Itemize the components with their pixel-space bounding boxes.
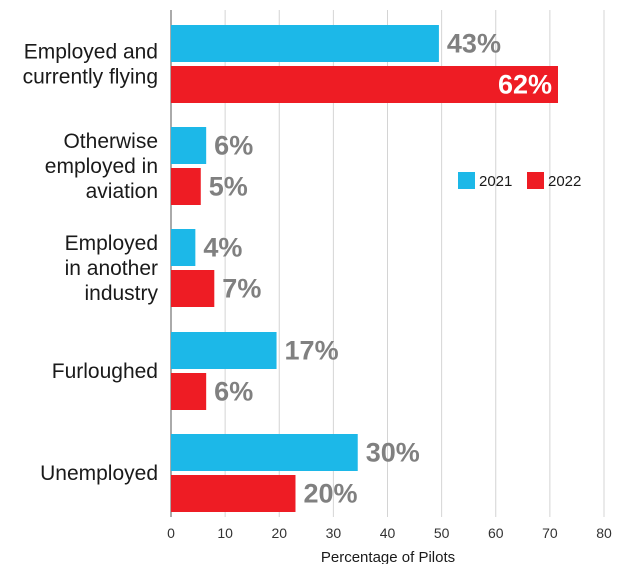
category-label-line: employed in [45,155,158,178]
category-label-line: Employed and [24,41,158,64]
category-label: Furloughed [52,360,158,383]
data-label: 17% [285,336,339,366]
legend-swatch-2022 [527,172,544,189]
bar-2021 [171,127,207,164]
category-label: Employed in another industry [65,232,159,305]
x-tick-label: 10 [217,525,233,541]
category-label: Unemployed [40,462,158,485]
x-tick-labels: 0 10 20 30 40 50 60 70 80 [167,525,612,541]
category-label-line: industry [84,282,158,305]
x-tick-label: 20 [271,525,287,541]
bar-2022 [171,168,201,205]
legend-label: 2022 [548,173,581,190]
bar-2021 [171,332,277,369]
category-label: Employed and currently flying [23,41,158,89]
data-label: 6% [214,131,253,161]
data-label: 4% [203,233,242,263]
data-label: 6% [214,377,253,407]
category-label-line: currently flying [23,66,158,89]
legend-swatch-2021 [458,172,475,189]
bar-2021 [171,25,439,62]
category-label-line: aviation [86,180,158,203]
x-tick-label: 0 [167,525,175,541]
x-tick-label: 60 [488,525,504,541]
category-label-line: Employed [65,232,158,255]
x-tick-label: 30 [326,525,342,541]
bar-2022 [171,66,558,103]
category-label: Otherwise employed in aviation [45,130,158,203]
data-label: 20% [303,479,357,509]
category-label-line: in another [65,257,158,280]
bar-2021 [171,229,196,266]
bars [171,25,558,512]
data-label: 62% [498,70,552,100]
data-label: 30% [366,438,420,468]
bar-2022 [171,373,207,410]
x-tick-label: 80 [596,525,612,541]
data-label: 5% [209,172,248,202]
x-tick-label: 40 [380,525,396,541]
bar-2022 [171,475,296,512]
data-label: 43% [447,29,501,59]
data-label: 7% [222,274,261,304]
value-labels: 43% 62% 6% 5% 4% 7% 17% 6% 30% 20% [203,29,552,509]
bar-2022 [171,270,215,307]
category-label-line: Unemployed [40,462,158,485]
bar-2021 [171,434,358,471]
category-labels: Employed and currently flying Otherwise emp… [23,41,159,486]
x-tick-label: 70 [542,525,558,541]
category-label-line: Otherwise [63,130,158,153]
category-label-line: Furloughed [52,360,158,383]
x-axis-title: Percentage of Pilots [321,549,455,564]
legend: 2021 2022 [458,172,581,190]
legend-label: 2021 [479,173,512,190]
x-tick-label: 50 [434,525,450,541]
